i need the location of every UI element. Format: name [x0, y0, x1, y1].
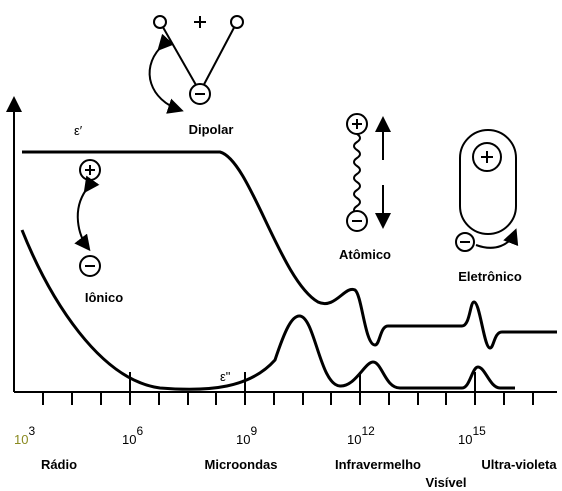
tick-label: 1012 [347, 424, 375, 447]
tick-exponent: 12 [361, 424, 375, 438]
tick-label: 1015 [458, 424, 486, 447]
tick-exponent: 6 [136, 424, 143, 438]
dipolar-icon [150, 16, 243, 110]
tick-exponent: 9 [250, 424, 257, 438]
tick-exponent: 15 [472, 424, 486, 438]
diagram: ε′ ε" Dipolar Atômico Eletrônico Iônico … [0, 0, 562, 491]
electronic-label: Eletrônico [458, 269, 522, 284]
tick-base: 10 [347, 432, 361, 447]
tick-exponent: 3 [28, 424, 35, 438]
tick-base: 10 [236, 432, 250, 447]
band-labels: Rádio Microondas Infravermelho Visível Ultra… [41, 457, 557, 490]
tick-base: 10 [14, 432, 28, 447]
epsilon-real-label: ε′ [74, 123, 83, 138]
tick-label: 103 [14, 424, 35, 447]
epsilon-imag-label: ε" [220, 369, 231, 384]
tick-label: 109 [236, 424, 257, 447]
tick-label: 106 [122, 424, 143, 447]
ionic-label: Iônico [85, 290, 123, 305]
electronic-icon [456, 130, 516, 251]
ionic-icon [78, 160, 100, 276]
tick-base: 10 [122, 432, 136, 447]
band-label: Rádio [41, 457, 77, 472]
tick-base: 10 [458, 432, 472, 447]
band-label: Visível [426, 475, 467, 490]
atomic-label: Atômico [339, 247, 391, 262]
atomic-icon [347, 114, 383, 231]
band-label: Ultra-violeta [481, 457, 557, 472]
band-label: Infravermelho [335, 457, 421, 472]
epsilon-real-curve [22, 152, 557, 348]
epsilon-imag-curve [22, 230, 515, 389]
dipolar-label: Dipolar [189, 122, 234, 137]
band-label: Microondas [205, 457, 278, 472]
